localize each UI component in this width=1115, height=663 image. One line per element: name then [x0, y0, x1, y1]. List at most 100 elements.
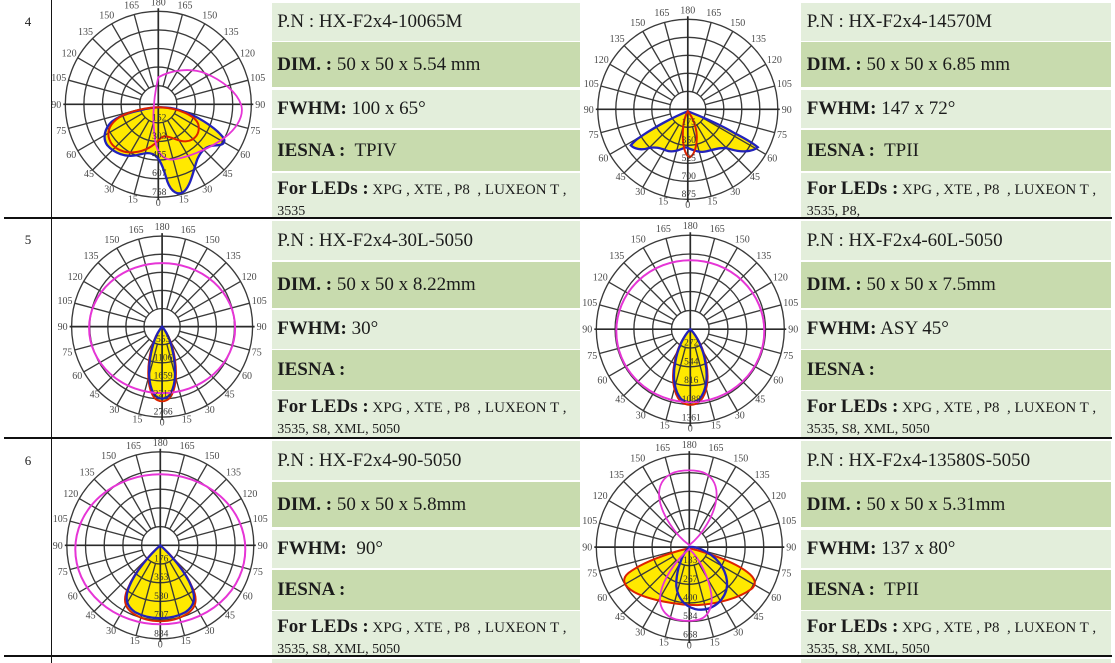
svg-text:120: 120 — [62, 48, 77, 59]
svg-text:75: 75 — [250, 126, 260, 137]
svg-text:45: 45 — [225, 611, 235, 622]
svg-text:668: 668 — [683, 631, 698, 641]
svg-text:1088: 1088 — [682, 395, 701, 405]
svg-text:707: 707 — [154, 611, 169, 621]
svg-text:105: 105 — [58, 296, 73, 307]
svg-text:120: 120 — [594, 55, 609, 66]
svg-text:120: 120 — [593, 273, 608, 284]
svg-text:267: 267 — [683, 575, 698, 585]
svg-text:150: 150 — [205, 451, 220, 462]
svg-text:1106: 1106 — [154, 353, 173, 363]
svg-text:120: 120 — [68, 272, 83, 283]
svg-text:30: 30 — [635, 628, 645, 639]
svg-text:15: 15 — [707, 197, 717, 208]
svg-text:30: 30 — [636, 410, 646, 421]
svg-text:15: 15 — [710, 637, 720, 648]
svg-text:120: 120 — [593, 491, 608, 502]
svg-text:135: 135 — [755, 470, 770, 481]
svg-text:150: 150 — [205, 235, 220, 246]
svg-text:0: 0 — [156, 198, 161, 209]
svg-text:135: 135 — [756, 251, 771, 262]
svg-text:135: 135 — [751, 34, 766, 45]
svg-text:150: 150 — [730, 18, 745, 29]
svg-text:60: 60 — [243, 591, 253, 602]
svg-text:90: 90 — [582, 325, 592, 336]
svg-text:180: 180 — [153, 438, 168, 449]
svg-text:544: 544 — [684, 357, 699, 367]
svg-text:120: 120 — [242, 489, 257, 500]
svg-text:0: 0 — [160, 418, 165, 429]
svg-text:165: 165 — [656, 224, 671, 235]
svg-text:105: 105 — [777, 79, 792, 90]
svg-text:120: 120 — [767, 55, 782, 66]
svg-text:165: 165 — [654, 8, 669, 19]
svg-text:60: 60 — [242, 371, 252, 382]
svg-text:15: 15 — [130, 636, 140, 647]
svg-text:152: 152 — [152, 113, 167, 123]
svg-text:0: 0 — [687, 641, 692, 652]
svg-text:180: 180 — [683, 221, 698, 232]
svg-text:165: 165 — [181, 225, 196, 236]
svg-text:105: 105 — [781, 516, 796, 527]
svg-text:105: 105 — [252, 296, 267, 307]
svg-text:150: 150 — [202, 11, 217, 22]
svg-text:135: 135 — [78, 27, 93, 38]
svg-text:875: 875 — [682, 190, 697, 200]
svg-text:75: 75 — [253, 567, 263, 578]
svg-text:75: 75 — [587, 569, 597, 580]
svg-text:45: 45 — [84, 169, 94, 180]
svg-text:90: 90 — [786, 543, 796, 554]
svg-text:30: 30 — [104, 185, 114, 196]
svg-text:30: 30 — [635, 187, 645, 198]
svg-text:90: 90 — [58, 322, 68, 333]
svg-text:45: 45 — [754, 612, 764, 623]
svg-text:700: 700 — [682, 172, 697, 182]
svg-text:176: 176 — [154, 555, 169, 565]
svg-text:884: 884 — [154, 629, 169, 639]
svg-text:175: 175 — [682, 118, 697, 128]
svg-text:150: 150 — [101, 451, 116, 462]
svg-text:90: 90 — [788, 325, 798, 336]
svg-text:15: 15 — [711, 420, 721, 431]
svg-text:303: 303 — [152, 132, 167, 142]
svg-text:105: 105 — [253, 514, 268, 525]
svg-text:165: 165 — [180, 441, 195, 452]
svg-text:150: 150 — [735, 235, 750, 246]
svg-text:0: 0 — [685, 200, 690, 211]
svg-text:75: 75 — [56, 126, 66, 137]
svg-text:30: 30 — [106, 626, 116, 637]
svg-text:30: 30 — [109, 405, 119, 416]
svg-text:120: 120 — [771, 491, 786, 502]
svg-text:455: 455 — [152, 151, 167, 161]
svg-text:75: 75 — [783, 351, 793, 362]
svg-text:135: 135 — [84, 251, 99, 262]
svg-text:90: 90 — [53, 541, 63, 552]
svg-text:105: 105 — [51, 73, 66, 84]
svg-text:75: 75 — [589, 130, 599, 141]
svg-text:150: 150 — [733, 453, 748, 464]
svg-text:60: 60 — [68, 591, 78, 602]
svg-text:0: 0 — [158, 639, 163, 650]
svg-text:165: 165 — [126, 441, 141, 452]
svg-text:133: 133 — [683, 556, 698, 566]
svg-text:15: 15 — [182, 414, 192, 425]
svg-text:816: 816 — [684, 376, 699, 386]
svg-text:105: 105 — [783, 298, 798, 309]
svg-text:534: 534 — [683, 612, 698, 622]
svg-text:45: 45 — [755, 395, 765, 406]
svg-text:120: 120 — [63, 489, 78, 500]
svg-text:135: 135 — [609, 251, 624, 262]
svg-text:607: 607 — [152, 169, 167, 179]
svg-text:90: 90 — [782, 105, 792, 116]
svg-text:60: 60 — [240, 150, 250, 161]
svg-text:45: 45 — [615, 612, 625, 623]
svg-text:45: 45 — [90, 390, 100, 401]
svg-text:105: 105 — [53, 514, 68, 525]
svg-text:75: 75 — [781, 569, 791, 580]
svg-text:45: 45 — [750, 172, 760, 183]
svg-text:1361: 1361 — [682, 414, 701, 424]
svg-text:553: 553 — [156, 335, 171, 345]
svg-text:2212: 2212 — [154, 390, 173, 400]
svg-text:150: 150 — [630, 18, 645, 29]
svg-text:30: 30 — [205, 405, 215, 416]
